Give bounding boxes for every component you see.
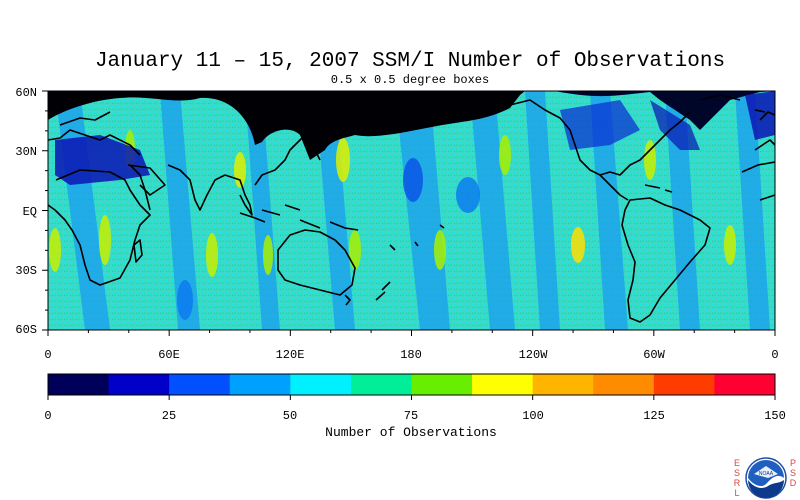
colorbar-tick-50: 50 (282, 409, 298, 423)
colorbar-swatch (350, 374, 412, 395)
lat-label-eq: EQ (22, 205, 37, 219)
colorbar-swatch (411, 374, 473, 395)
colorbar-swatch (229, 374, 291, 395)
colorbar-swatch (472, 374, 534, 395)
colorbar-tick-25: 25 (161, 409, 177, 423)
esrl-text: E S R L (733, 458, 741, 498)
noaa-emblem-icon: NOAA (745, 457, 787, 499)
colorbar-swatch (714, 374, 776, 395)
lon-label-60w: 60W (643, 348, 665, 362)
colorbar (48, 374, 776, 395)
lon-label-120w: 120W (518, 348, 548, 362)
lon-label-180: 180 (400, 348, 422, 362)
colorbar-tick-125: 125 (643, 409, 665, 423)
colorbar-swatch (532, 374, 594, 395)
lat-label-30s: 30S (15, 264, 37, 278)
map-title: January 11 – 15, 2007 SSM/I Number of Ob… (94, 50, 726, 73)
map-subtitle: 0.5 x 0.5 degree boxes (330, 73, 490, 87)
lat-label-30n: 30N (15, 145, 37, 159)
lon-label-60e: 60E (158, 348, 180, 362)
colorbar-tick-100: 100 (522, 409, 544, 423)
colorbar-swatch (108, 374, 170, 395)
colorbar-swatch (48, 374, 110, 395)
map-field (48, 91, 775, 330)
lat-label-60s: 60S (15, 323, 37, 337)
colorbar-tick-75: 75 (403, 409, 419, 423)
lat-label-60n: 60N (15, 86, 37, 100)
coastlines (47, 94, 776, 323)
lon-label-0-west: 0 (44, 348, 52, 362)
colorbar-tick-150: 150 (764, 409, 786, 423)
map-frame (42, 90, 776, 336)
lon-label-0-east: 0 (771, 348, 779, 362)
colorbar-title: Number of Observations (325, 425, 497, 440)
colorbar-swatch (290, 374, 352, 395)
psd-text: P S D (789, 458, 797, 488)
svg-text:NOAA: NOAA (759, 471, 774, 477)
colorbar-tick-0: 0 (44, 409, 52, 423)
noaa-logo: E S R L P S D NOAA (732, 456, 800, 500)
colorbar-swatch (169, 374, 231, 395)
lon-label-120e: 120E (275, 348, 305, 362)
colorbar-swatch (653, 374, 715, 395)
colorbar-swatch (593, 374, 655, 395)
